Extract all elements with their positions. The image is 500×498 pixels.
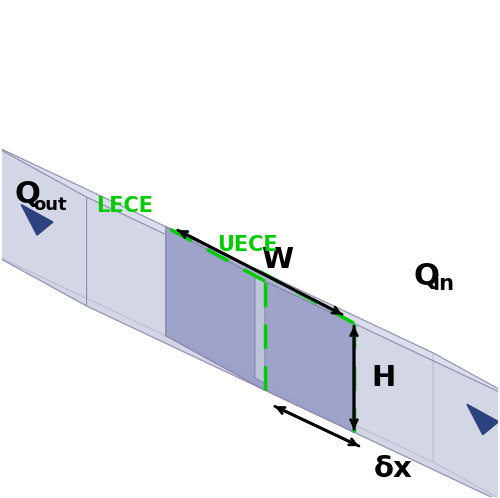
Polygon shape [166, 227, 265, 390]
Polygon shape [0, 142, 166, 336]
Text: W: W [261, 246, 294, 274]
Polygon shape [166, 227, 354, 323]
Polygon shape [255, 378, 500, 498]
Polygon shape [255, 269, 354, 432]
Text: H: H [372, 364, 396, 392]
Polygon shape [467, 404, 498, 435]
Text: UECE: UECE [217, 236, 278, 255]
Text: Q: Q [14, 180, 40, 209]
Text: LECE: LECE [96, 196, 153, 216]
Polygon shape [433, 353, 500, 498]
Polygon shape [255, 269, 500, 407]
Text: δx: δx [374, 455, 412, 483]
Polygon shape [0, 142, 86, 306]
Polygon shape [255, 269, 433, 462]
Polygon shape [255, 269, 354, 432]
Polygon shape [0, 142, 265, 281]
Text: out: out [33, 196, 66, 214]
Polygon shape [166, 227, 265, 390]
Polygon shape [21, 205, 53, 235]
Polygon shape [265, 281, 354, 432]
Polygon shape [166, 227, 255, 378]
Polygon shape [354, 323, 500, 498]
Text: in: in [432, 273, 454, 293]
Polygon shape [86, 197, 265, 390]
Polygon shape [166, 336, 354, 432]
Polygon shape [0, 251, 265, 390]
Text: Q: Q [414, 262, 440, 291]
